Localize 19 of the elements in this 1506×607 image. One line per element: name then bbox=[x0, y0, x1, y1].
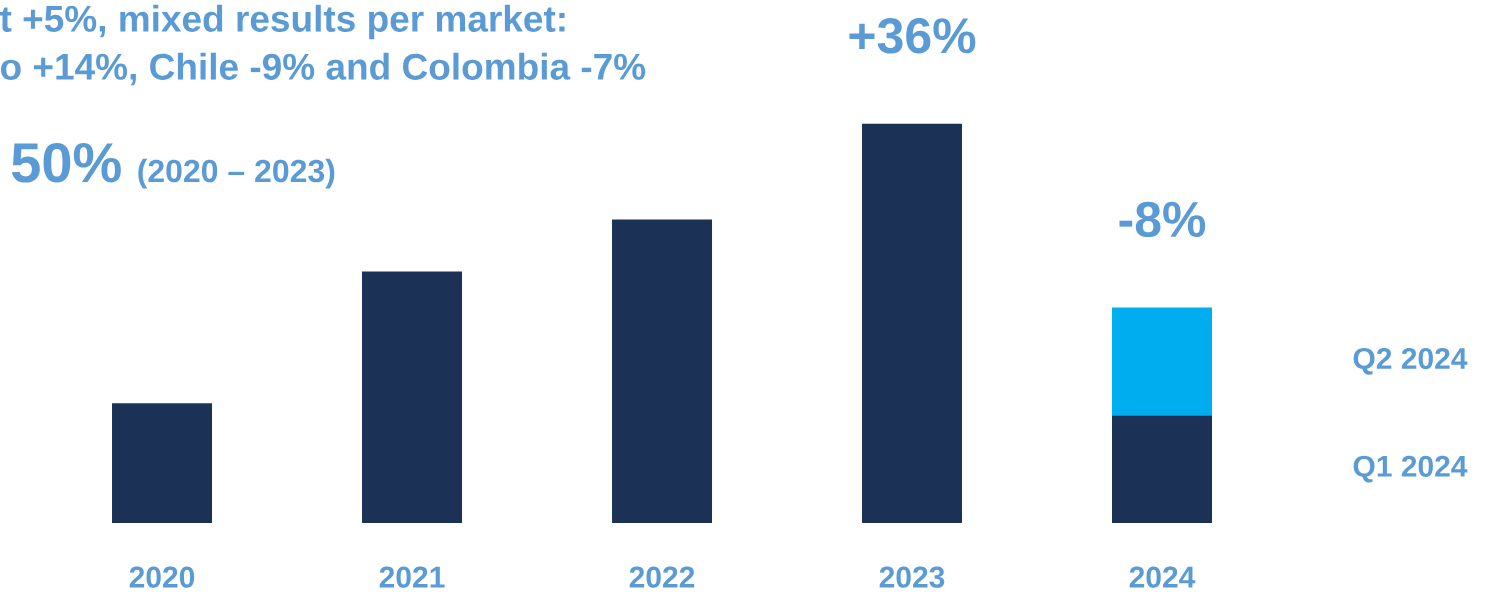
bar bbox=[862, 123, 963, 523]
chart-subtitle: o +14%, Chile -9% and Colombia -7% bbox=[0, 52, 646, 86]
chart-title: t +5%, mixed results per market: bbox=[0, 4, 565, 40]
bar bbox=[112, 403, 213, 523]
text: Q1 2024 bbox=[1353, 455, 1468, 483]
x-tick-label: 2022 bbox=[629, 566, 695, 588]
x-tick-label: 2024 bbox=[1129, 566, 1196, 588]
bar bbox=[362, 271, 463, 523]
annotation: -8% bbox=[1119, 201, 1206, 238]
bar bbox=[1112, 307, 1213, 416]
annotation: +36% bbox=[849, 18, 976, 54]
x-tick-label: 2020 bbox=[129, 566, 195, 588]
bar bbox=[1112, 415, 1213, 523]
annotation: 50% bbox=[11, 142, 121, 183]
annotation: (2020 – 2023) bbox=[138, 158, 335, 189]
x-tick-label: 2023 bbox=[879, 566, 945, 588]
x-tick-label: 2021 bbox=[379, 566, 445, 588]
bar bbox=[612, 219, 713, 523]
text: Q2 2024 bbox=[1353, 347, 1468, 375]
